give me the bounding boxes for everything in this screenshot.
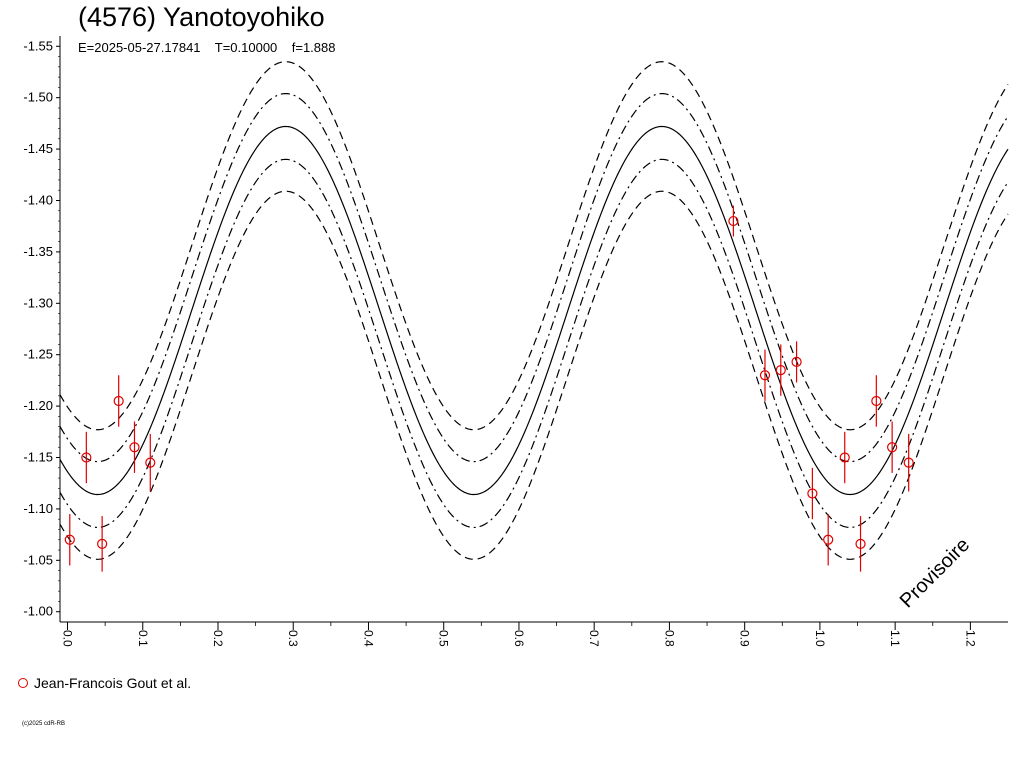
- x-tick-label: 0.4: [361, 630, 375, 647]
- model-curve-dashdot: [59, 92, 1009, 463]
- data-point: [807, 467, 818, 520]
- chart-subtitle: E=2025-05-27.17841 T=0.10000 f=1.888: [78, 40, 335, 55]
- model-curve-dashdot: [59, 158, 1009, 529]
- data-point: [775, 344, 786, 396]
- x-tick-label: 1.0: [813, 630, 827, 647]
- model-curve-dashed: [59, 190, 1009, 560]
- data-point: [728, 205, 739, 237]
- legend-label: Jean-Francois Gout et al.: [34, 675, 192, 691]
- data-point-marker: [775, 365, 786, 376]
- data-point-marker: [807, 488, 818, 499]
- data-point-marker: [728, 215, 739, 227]
- data-point-marker: [791, 356, 802, 367]
- x-tick-label: 0.8: [662, 630, 676, 647]
- x-tick-label: 0.2: [211, 630, 225, 647]
- data-point: [855, 516, 866, 572]
- data-point: [903, 433, 914, 492]
- y-tick-label: -1.05: [23, 552, 53, 567]
- data-point-marker: [855, 538, 866, 549]
- data-point: [759, 349, 771, 401]
- y-tick-label: -1.35: [23, 244, 53, 259]
- model-curve-solid: [59, 125, 1009, 496]
- y-tick-label: -1.45: [23, 141, 53, 156]
- y-tick-label: -1.20: [23, 398, 53, 413]
- frequency-label: f=1.888: [291, 40, 336, 55]
- x-tick-label: 0.0: [61, 630, 75, 647]
- data-point-marker: [129, 442, 140, 453]
- data-point: [145, 433, 156, 492]
- data-point-marker: [64, 534, 75, 545]
- y-tick-label: -1.30: [23, 295, 53, 310]
- y-tick-label: -1.55: [23, 38, 53, 53]
- data-point: [791, 341, 802, 383]
- y-tick-label: -1.00: [23, 604, 53, 619]
- data-point-marker: [823, 534, 834, 545]
- data-point-marker: [839, 452, 850, 463]
- data-point: [113, 375, 124, 427]
- data-point: [887, 421, 898, 473]
- period-label: T=0.10000: [214, 40, 278, 55]
- x-tick-label: 0.1: [136, 630, 150, 647]
- data-point: [823, 514, 834, 566]
- y-tick-label: -1.10: [23, 501, 53, 516]
- data-point: [97, 516, 108, 572]
- y-tick-label: -1.40: [23, 192, 53, 207]
- data-point-marker: [903, 457, 914, 468]
- x-tick-label: 1.1: [888, 630, 902, 647]
- data-point-marker: [145, 457, 156, 468]
- data-point-marker: [113, 395, 124, 407]
- axes: -1.55 -1.50 -1.45 -1.40 -1.35 -1.30 -1.25 -1.20…: [23, 36, 1008, 647]
- model-curve-dashed: [59, 61, 1009, 431]
- x-tick-label: 1.2: [963, 630, 977, 647]
- data-point: [81, 431, 92, 484]
- data-point-marker: [97, 538, 108, 549]
- data-point: [129, 421, 140, 473]
- legend-marker-icon: [18, 678, 28, 688]
- x-tick-label: 0.5: [437, 630, 451, 647]
- x-tick-label: 0.7: [587, 630, 601, 647]
- chart-title: (4576) Yanotoyohiko: [78, 2, 325, 32]
- legend: Jean-Francois Gout et al.: [18, 675, 191, 691]
- x-tick-label: 0.6: [512, 630, 526, 647]
- data-point: [871, 375, 882, 427]
- data-points: [64, 205, 914, 572]
- copyright-text: (c)2025 cdR-RB: [22, 721, 66, 727]
- y-tick-label: -1.50: [23, 90, 53, 105]
- data-point: [839, 431, 850, 484]
- model-curves: [59, 61, 1009, 560]
- x-tick-label: 0.3: [286, 630, 300, 647]
- y-tick-label: -1.15: [23, 450, 53, 465]
- x-tick-label: 0.9: [738, 630, 752, 647]
- data-point-marker: [759, 370, 771, 381]
- data-point-marker: [871, 395, 882, 407]
- y-tick-label: -1.25: [23, 347, 53, 362]
- data-point-marker: [887, 442, 898, 453]
- epoch-label: E=2025-05-27.17841: [78, 40, 201, 55]
- data-point-marker: [81, 452, 92, 463]
- data-point: [64, 514, 75, 566]
